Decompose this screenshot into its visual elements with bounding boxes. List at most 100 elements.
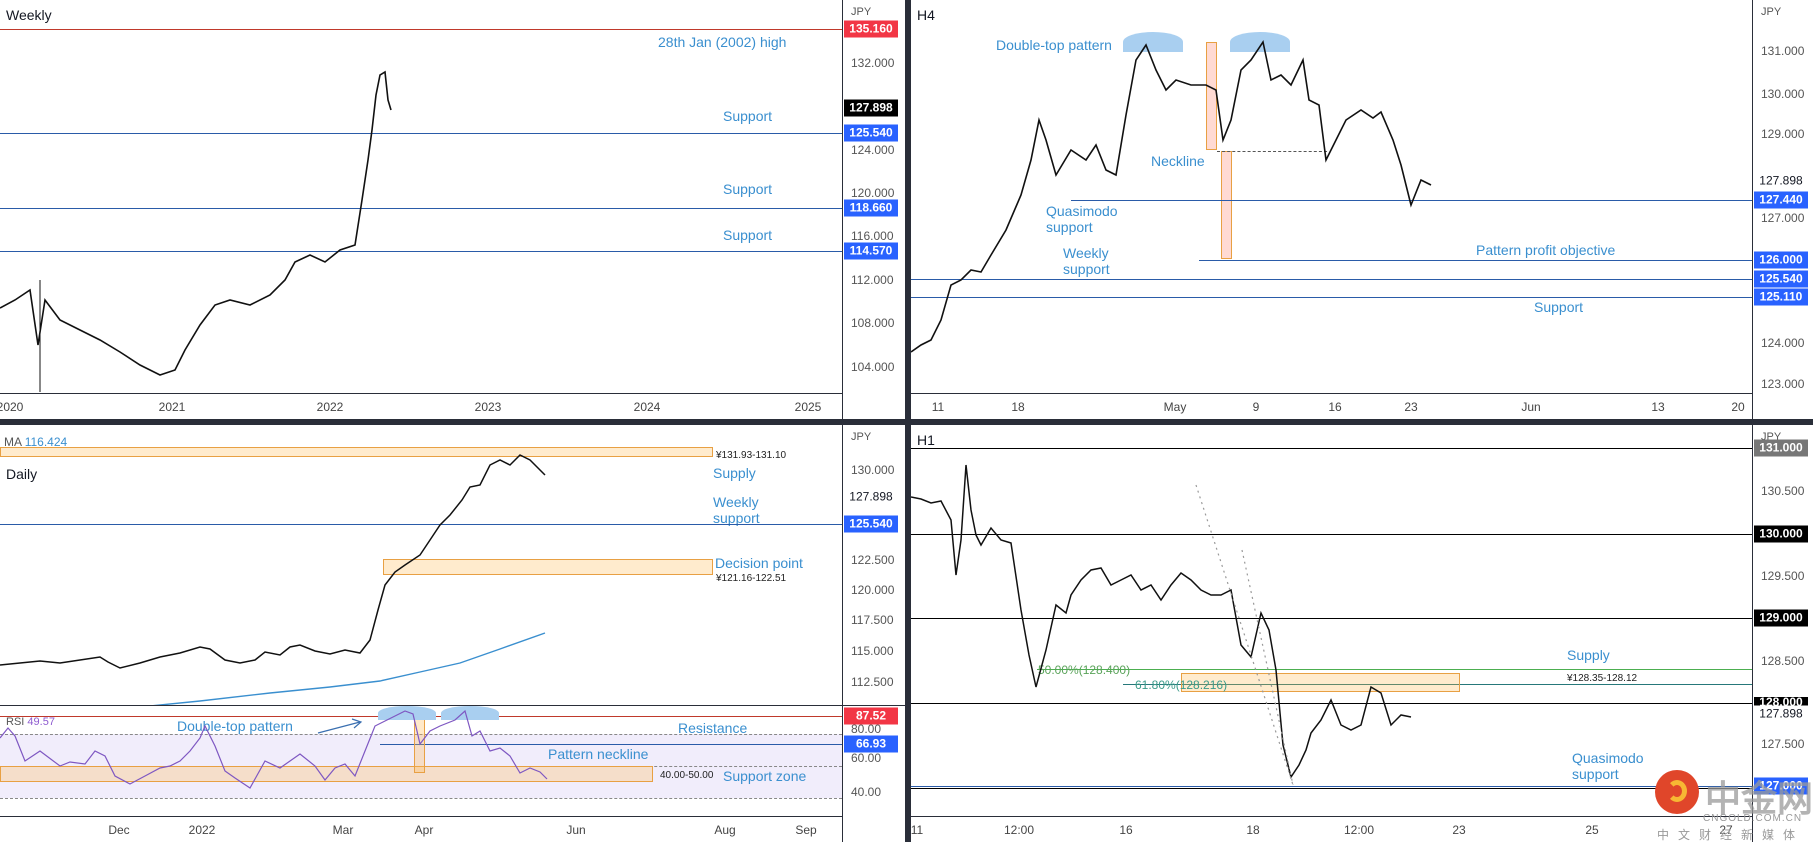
price-tick: 129.000 — [1761, 127, 1805, 141]
time-tick: 20 — [1731, 400, 1745, 414]
panel-title: Daily — [6, 466, 38, 482]
time-tick: 2024 — [633, 400, 661, 414]
support-annotation-1: Support — [723, 108, 773, 124]
price-badge-131: 131.000 — [1754, 439, 1808, 457]
support-annotation-3: Support — [723, 227, 773, 243]
price-tick: 128.500 — [1761, 654, 1805, 668]
high-line — [0, 29, 842, 30]
support-line-1 — [0, 133, 842, 134]
decision-point-zone — [383, 559, 713, 575]
supply-annotation: Supply — [1567, 647, 1610, 663]
price-axis[interactable]: JPY 130.000 127.898 125.540 122.500 120.… — [842, 425, 905, 842]
fib-618-annotation: 61.80%(128.216) — [1135, 678, 1228, 692]
axis-separator — [843, 705, 905, 706]
rsi-badge-neckline: 66.93 — [844, 735, 898, 753]
price-tick: 117.500 — [851, 613, 894, 627]
cngold-logo-icon — [1655, 770, 1699, 814]
price-badge-support-3: 114.570 — [844, 242, 898, 260]
rsi-pane[interactable]: RSI 49.57 Double-top pattern Resistance … — [0, 706, 842, 816]
double-top-arc-1 — [1123, 32, 1183, 52]
time-tick: 2023 — [474, 400, 502, 414]
daily-price-series — [0, 454, 546, 705]
supply-range-label: ¥131.93-131.10 — [716, 450, 787, 461]
last-price-badge: 127.898 — [844, 99, 898, 117]
time-tick: 2021 — [158, 400, 186, 414]
weekly-chart-panel[interactable]: Weekly 28th Jan (2002) high Support Supp… — [0, 0, 905, 419]
panel-title: H4 — [917, 7, 935, 23]
neckline — [1217, 151, 1327, 152]
time-tick: 16 — [1328, 400, 1342, 414]
price-tick: 124.000 — [851, 143, 895, 157]
rsi-double-top-arc-2 — [441, 706, 499, 720]
watermark: 中金网 CNGOLD.COM.CN 中文财经新媒体 — [1655, 770, 1813, 842]
watermark-url: CNGOLD.COM.CN — [1703, 813, 1803, 824]
rsi-badge-resistance: 87.52 — [844, 707, 898, 725]
price-tick: 116.000 — [851, 229, 894, 243]
support-line-2 — [0, 208, 842, 209]
quasimodo-support-line — [911, 786, 1752, 787]
price-tick: 129.500 — [1761, 569, 1805, 583]
last-price-badge: 127.898 — [1754, 705, 1808, 723]
price-badge-support: 125.110 — [1754, 288, 1808, 306]
panel-divider-horizontal[interactable] — [0, 419, 1813, 425]
quasimodo-support-line-black — [911, 788, 1752, 789]
price-tick: 120.000 — [851, 186, 895, 200]
weekly-support-annotation: Weekly support — [713, 494, 760, 526]
time-tick: 12:00 — [1003, 823, 1035, 837]
time-tick: Sep — [795, 823, 817, 837]
supply-range-label: ¥128.35-128.12 — [1567, 673, 1638, 684]
rsi-value: 49.57 — [27, 716, 55, 728]
time-tick: 11 — [931, 400, 945, 414]
time-tick: 18 — [1011, 400, 1025, 414]
watermark-brand: 中金网 — [1705, 779, 1813, 820]
price-axis[interactable]: JPY 135.160 132.000 127.898 125.540 124.… — [842, 0, 905, 419]
double-top-annotation: Double-top pattern — [996, 37, 1112, 53]
rsi-line — [0, 709, 548, 789]
decision-range-label: ¥121.16-122.51 — [716, 573, 787, 584]
price-tick: 115.000 — [851, 644, 894, 658]
price-tick: 127.500 — [1761, 737, 1805, 751]
h4-chart-panel[interactable]: H4 Double-top pattern Neckline Quasimodo… — [911, 0, 1813, 419]
supply-zone — [0, 447, 713, 457]
weekly-support-line — [0, 524, 842, 525]
neckline-annotation: Neckline — [1151, 153, 1205, 169]
price-badge-130: 130.000 — [1754, 525, 1808, 543]
price-badge-high: 135.160 — [844, 20, 898, 38]
time-tick: 2025 — [794, 400, 822, 414]
level-128 — [911, 703, 1752, 704]
supply-annotation: Supply — [713, 465, 756, 481]
price-tick: 123.000 — [1761, 377, 1805, 391]
rsi-support-zone-annotation: Support zone — [723, 768, 807, 784]
price-tick: 132.000 — [851, 56, 895, 70]
rsi-tick: 40.00 — [851, 785, 882, 799]
price-badge-quasimodo: 127.440 — [1754, 191, 1808, 209]
price-badge-weekly: 125.540 — [1754, 270, 1808, 288]
ma-legend: MA 116.424 — [4, 435, 68, 449]
h1-chart-panel[interactable]: H1 50.00%(128.400) 61.80%(128.216) Suppl… — [911, 425, 1813, 842]
price-axis[interactable]: JPY 131.000 130.000 129.000 127.898 127.… — [1752, 0, 1813, 419]
time-tick: 18 — [1246, 823, 1260, 837]
price-tick: 130.000 — [1761, 87, 1805, 101]
daily-chart-panel[interactable]: MA 116.424 Daily ¥131.93-131.10 Supply W… — [0, 425, 905, 842]
price-tick: 122.500 — [851, 553, 895, 567]
rsi-separator — [0, 705, 842, 706]
time-tick: 25 — [1585, 823, 1599, 837]
price-tick: 120.000 — [851, 583, 895, 597]
high-annotation: 28th Jan (2002) high — [658, 34, 787, 50]
time-tick: Aug — [714, 823, 736, 837]
fib-618-line — [1123, 684, 1752, 685]
time-axis[interactable]: 11 12:00 16 18 12:00 23 25 27 — [911, 816, 1752, 842]
time-axis[interactable]: Dec 2022 Mar Apr Jun Aug Sep — [0, 816, 842, 842]
time-tick: Dec — [108, 823, 130, 837]
currency-unit: JPY — [1761, 6, 1782, 18]
fib-50-line — [1037, 669, 1752, 670]
time-tick: 2022 — [316, 400, 344, 414]
watermark-tagline: 中文财经新媒体 — [1657, 828, 1805, 842]
ma-line — [152, 632, 546, 705]
time-tick: 23 — [1404, 400, 1418, 414]
time-axis[interactable]: 11 18 May 9 16 23 Jun 13 20 — [911, 393, 1752, 419]
arrow-icon — [0, 709, 548, 789]
price-axis[interactable]: JPY 131.000 130.500 130.000 129.500 129.… — [1752, 425, 1813, 842]
